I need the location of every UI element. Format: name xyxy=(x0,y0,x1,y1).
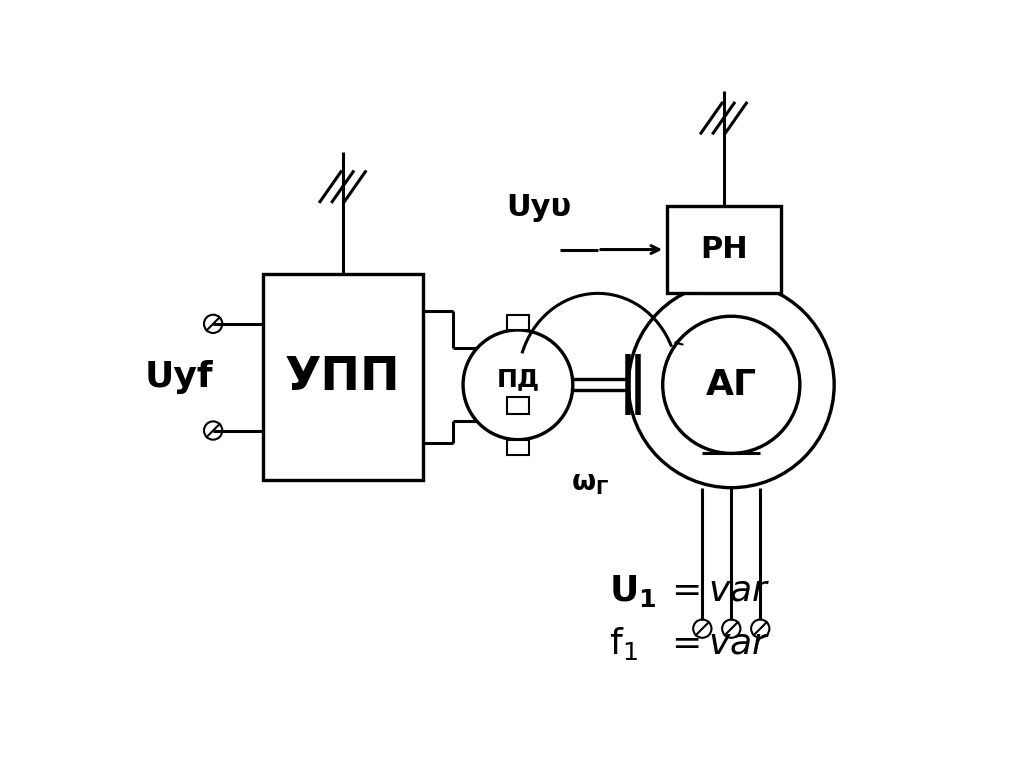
Text: $\mathbf{\omega_\Gamma}$: $\mathbf{\omega_\Gamma}$ xyxy=(571,469,610,497)
Text: АГ: АГ xyxy=(706,368,757,402)
Bar xyxy=(506,397,530,414)
Text: ПД: ПД xyxy=(496,367,540,391)
Text: УПП: УПП xyxy=(285,354,400,400)
Circle shape xyxy=(628,282,834,488)
Text: $\mathrm{f_1}$: $\mathrm{f_1}$ xyxy=(610,626,638,662)
Text: $=\mathit{var}$: $=\mathit{var}$ xyxy=(665,574,771,607)
Text: $\mathbf{U_1}$: $\mathbf{U_1}$ xyxy=(610,572,656,609)
Text: Uyυ: Uyυ xyxy=(506,193,571,223)
Text: РН: РН xyxy=(700,235,748,264)
Text: Uyf: Uyf xyxy=(145,360,213,394)
Text: $=\mathit{var}$: $=\mathit{var}$ xyxy=(665,627,771,661)
Bar xyxy=(508,440,529,455)
Circle shape xyxy=(463,330,572,440)
Bar xyxy=(508,315,529,330)
Bar xyxy=(262,274,422,480)
Bar xyxy=(667,206,781,293)
